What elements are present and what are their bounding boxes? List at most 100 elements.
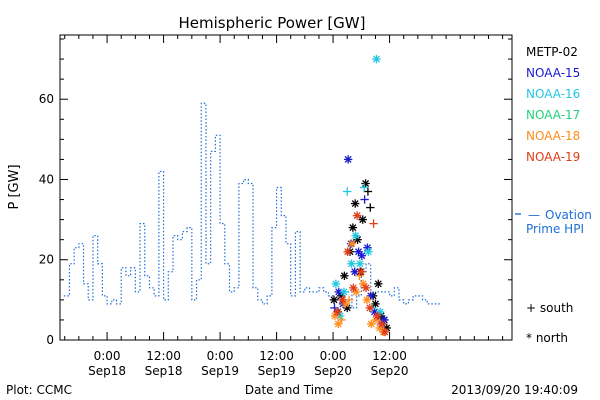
legend-ovation-label: Ovation (545, 208, 592, 222)
data-point (343, 187, 352, 196)
data-point (358, 215, 367, 224)
chart-title: Hemispheric Power [GW] (179, 14, 366, 32)
data-point-stroke (373, 312, 381, 320)
data-point-stroke (374, 280, 382, 288)
data-point (339, 287, 349, 297)
data-point (361, 179, 370, 188)
data-point-stroke (334, 320, 342, 328)
series-ovation-prime-hpi (63, 102, 442, 309)
data-point-stroke (330, 296, 338, 304)
plot-frame (59, 34, 513, 341)
data-point-stroke (349, 224, 357, 232)
data-point (348, 223, 358, 232)
data-point-stroke (333, 308, 341, 316)
y-tick-label: 20 (39, 253, 54, 267)
data-point (366, 203, 375, 212)
x-tick-label: 0:00 (320, 349, 347, 363)
y-tick-label: 0 (46, 333, 54, 347)
x-tick-date-label: Sep19 (201, 364, 239, 378)
data-point-stroke (332, 280, 340, 288)
data-point (360, 195, 369, 204)
legend-marker-north: * north (526, 331, 568, 345)
data-point (372, 54, 381, 64)
data-point (329, 295, 339, 305)
data-point-stroke (357, 268, 365, 276)
data-point-stroke (359, 280, 367, 288)
chart-axes: 02040600:00Sep1812:00Sep180:00Sep1912:00… (39, 34, 513, 378)
data-point-stroke (363, 296, 371, 304)
data-point-stroke (335, 288, 343, 296)
ovation-hpi-line (63, 102, 442, 309)
plot-timestamp: 2013/09/20 19:40:09 (451, 383, 578, 397)
data-point-stroke (353, 212, 361, 220)
data-point (331, 279, 341, 289)
legend-entry: NOAA-15 (526, 66, 580, 80)
data-point (364, 247, 373, 256)
data-point-stroke (337, 292, 345, 300)
data-point-stroke (351, 268, 359, 276)
data-point (363, 187, 373, 196)
chart-legend: METP-02 NOAA-15 NOAA-16 NOAA-17 NOAA-18 NOAA-… (515, 45, 592, 345)
data-point (359, 183, 369, 192)
data-point-stroke (358, 252, 366, 260)
data-point-stroke (341, 300, 349, 308)
data-point-stroke (351, 200, 359, 208)
data-point (340, 271, 349, 280)
x-tick-date-label: Sep20 (314, 364, 352, 378)
data-point (362, 295, 372, 305)
data-point (357, 251, 367, 260)
data-point (377, 319, 387, 329)
data-point-stroke (371, 308, 379, 316)
data-point-stroke (340, 272, 348, 280)
data-point-stroke (359, 216, 367, 224)
data-point (374, 279, 383, 289)
y-tick-label: 60 (39, 92, 54, 106)
data-point (347, 239, 357, 248)
data-point (361, 283, 371, 293)
series-noaa-16 (331, 54, 385, 321)
x-tick-date-label: Sep18 (88, 364, 126, 378)
x-tick-label: 12:00 (372, 349, 407, 363)
x-tick-label: 0:00 (94, 349, 121, 363)
data-point-stroke (376, 308, 384, 316)
data-point (352, 211, 362, 220)
x-tick-label: 12:00 (259, 349, 294, 363)
chart-series (63, 54, 442, 337)
data-point-stroke (352, 288, 360, 296)
legend-entry: NOAA-18 (526, 129, 580, 143)
data-point-stroke (336, 312, 344, 320)
data-point (333, 307, 342, 317)
legend-marker-south: + south (526, 301, 573, 315)
x-tick-date-label: Sep18 (145, 364, 183, 378)
legend-entry: METP-02 (526, 45, 578, 59)
legend-entry: NOAA-19 (526, 150, 580, 164)
data-point-stroke (363, 244, 371, 252)
data-point-stroke (348, 240, 356, 248)
data-point-stroke (347, 260, 355, 268)
data-point (375, 307, 385, 317)
data-point (338, 295, 347, 305)
data-point-stroke (354, 236, 362, 244)
y-axis-label: P [GW] (7, 164, 22, 209)
y-tick-label: 40 (39, 172, 54, 186)
data-point-stroke (378, 320, 386, 328)
data-point-stroke (343, 304, 351, 312)
data-point-stroke (349, 284, 357, 292)
data-point (351, 199, 360, 208)
data-point (357, 267, 366, 276)
x-tick-label: 0:00 (207, 349, 234, 363)
data-point-stroke (344, 155, 352, 163)
plot-credit: Plot: CCMC (6, 383, 72, 397)
data-point (337, 315, 346, 325)
x-axis-label: Date and Time (245, 383, 333, 397)
data-point-stroke (362, 284, 370, 292)
x-tick-date-label: Sep20 (371, 364, 409, 378)
data-point-stroke (381, 328, 389, 336)
data-point-stroke (371, 300, 379, 308)
data-point-stroke (352, 232, 360, 240)
data-point-stroke (366, 304, 374, 312)
legend-ovation-label-line2: Prime HPI (526, 222, 584, 236)
data-point (351, 231, 360, 240)
series-noaa-18 (330, 239, 388, 337)
